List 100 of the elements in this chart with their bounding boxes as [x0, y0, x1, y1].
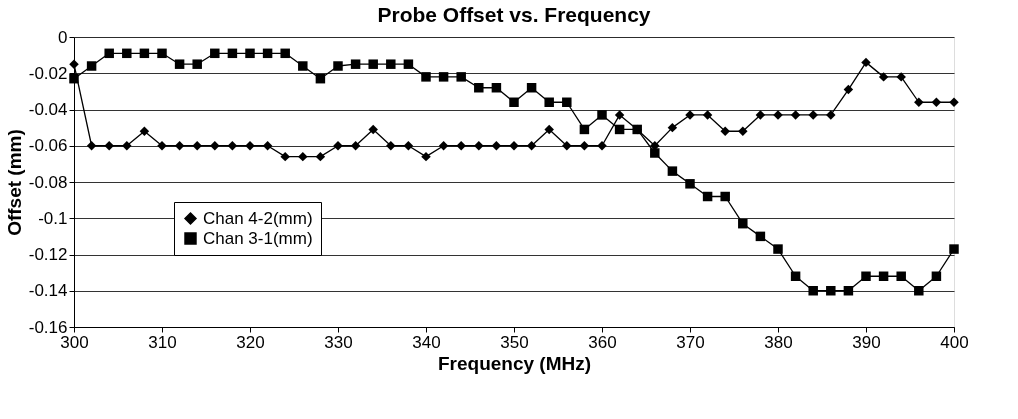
point — [808, 110, 818, 120]
y-tick-label: -0.02 — [28, 63, 68, 83]
y-tick-label: 0 — [58, 27, 68, 47]
y-axis-title: Offset (mm) — [3, 129, 25, 236]
point — [69, 73, 79, 84]
point — [192, 141, 202, 151]
y-tick-label: -0.08 — [28, 172, 68, 192]
point — [526, 141, 537, 151]
point — [843, 84, 854, 95]
point — [790, 271, 801, 281]
point — [509, 97, 519, 107]
point — [386, 59, 396, 69]
point — [86, 141, 97, 151]
x-tick-label: 380 — [764, 332, 793, 352]
point — [861, 57, 871, 68]
point — [456, 141, 466, 151]
point — [491, 83, 502, 93]
point — [562, 141, 572, 151]
point — [104, 141, 114, 151]
y-tick-label: -0.1 — [38, 208, 68, 228]
x-tick-label: 370 — [676, 332, 705, 352]
point — [227, 48, 238, 59]
point — [773, 244, 783, 254]
point — [474, 83, 484, 93]
y-tick-label: -0.12 — [28, 245, 68, 264]
y-tick-label: -0.06 — [28, 136, 68, 156]
point — [896, 271, 906, 281]
point — [139, 126, 150, 136]
point — [421, 151, 431, 162]
point — [931, 271, 942, 281]
point — [227, 141, 238, 151]
point — [245, 48, 255, 59]
point — [262, 141, 273, 151]
point — [702, 191, 713, 202]
legend-label: Chan 4-2(mm) — [203, 208, 313, 228]
point — [896, 72, 906, 82]
point — [579, 124, 590, 135]
point — [298, 61, 308, 71]
point — [667, 166, 678, 176]
point — [86, 61, 97, 71]
point — [931, 97, 942, 107]
point — [632, 124, 642, 135]
x-tick-label: 340 — [412, 332, 441, 352]
point — [614, 124, 625, 135]
point — [720, 126, 730, 136]
y-tick-label: -0.04 — [28, 100, 68, 119]
point — [122, 141, 132, 151]
point — [368, 124, 378, 135]
point — [139, 48, 150, 59]
point — [949, 244, 959, 254]
chart-title: Probe Offset vs. Frequency — [377, 3, 651, 26]
point — [702, 110, 713, 120]
point — [438, 141, 449, 151]
point — [597, 110, 607, 120]
point — [104, 48, 114, 59]
point — [544, 124, 554, 135]
x-tick-label: 310 — [148, 332, 177, 352]
point — [386, 141, 396, 151]
point — [562, 97, 572, 107]
point — [438, 72, 449, 82]
point — [262, 48, 273, 59]
point — [755, 110, 766, 120]
point — [826, 110, 836, 120]
point — [333, 61, 343, 71]
point — [878, 271, 889, 281]
x-axis-title: Frequency (MHz) — [437, 352, 592, 374]
point — [474, 141, 484, 151]
point — [174, 141, 185, 151]
point — [614, 110, 625, 120]
point — [122, 48, 132, 59]
point — [368, 59, 378, 69]
point — [315, 73, 326, 84]
x-tick-label: 360 — [588, 332, 617, 352]
point — [456, 72, 466, 82]
point — [298, 151, 308, 162]
x-tick-label: 400 — [940, 332, 969, 352]
x-tick-label: 330 — [324, 332, 353, 352]
point — [210, 48, 220, 59]
point — [491, 141, 502, 151]
point — [280, 48, 290, 59]
point — [738, 218, 748, 229]
point — [843, 286, 854, 296]
point — [403, 59, 414, 69]
point — [861, 271, 871, 281]
point — [738, 126, 748, 136]
point — [650, 148, 660, 158]
point — [914, 286, 924, 296]
point — [720, 191, 730, 202]
point — [878, 72, 889, 82]
legend-label: Chan 3-1(mm) — [203, 228, 313, 248]
x-tick-label: 350 — [500, 332, 529, 352]
point — [192, 59, 202, 69]
point — [157, 48, 167, 59]
y-tick-label: -0.14 — [28, 281, 68, 301]
x-tick-label: 320 — [236, 332, 265, 352]
point — [667, 122, 678, 133]
point — [174, 59, 185, 69]
point — [914, 97, 924, 107]
point — [826, 286, 836, 296]
point — [579, 141, 590, 151]
